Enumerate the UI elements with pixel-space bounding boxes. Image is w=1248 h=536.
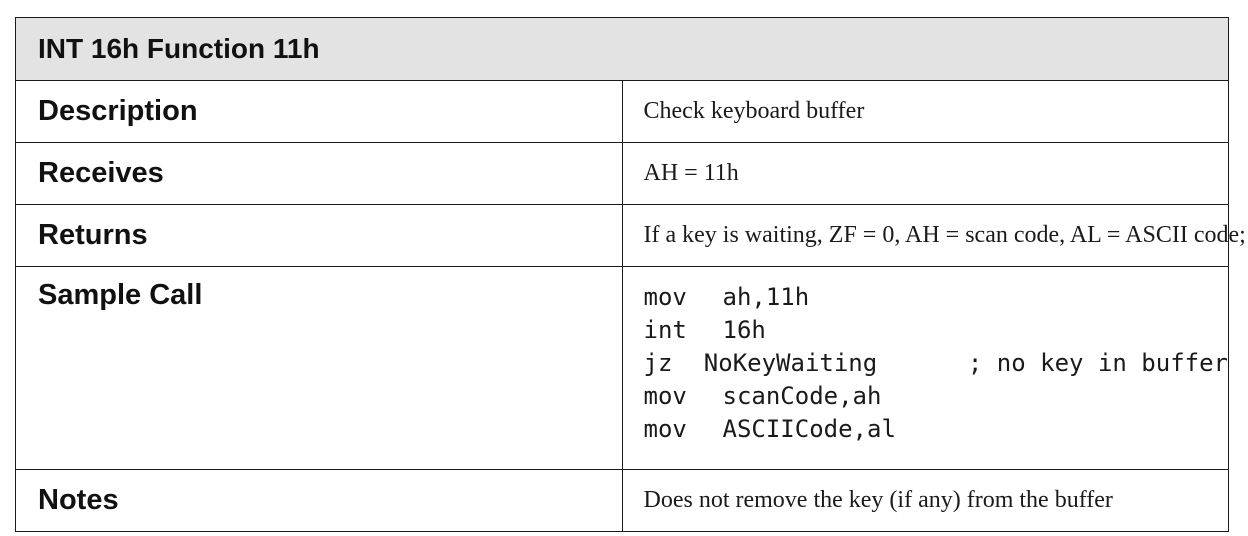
receives-value: AH = 11h xyxy=(621,142,1229,205)
code-line: mov ASCIICode,al xyxy=(644,413,1229,446)
code-opcode: mov xyxy=(643,283,687,311)
notes-label: Notes xyxy=(15,469,623,532)
description-row: Description Check keyboard buffer xyxy=(15,80,1229,143)
code-operands: ASCIICode,al xyxy=(722,415,896,443)
code-line: mov scanCode,ah xyxy=(644,380,1229,413)
returns-value: If a key is waiting, ZF = 0, AH = scan c… xyxy=(621,204,1248,267)
code-operands: ah,11h xyxy=(722,283,810,311)
notes-value: Does not remove the key (if any) from th… xyxy=(621,469,1229,532)
sample-call-code: mov ah,11h int 16h jz NoKeyWaiting ; no … xyxy=(621,266,1229,470)
title-row: INT 16h Function 11h xyxy=(15,17,1229,81)
returns-row: Returns If a key is waiting, ZF = 0, AH … xyxy=(15,204,1248,267)
code-opcode: int xyxy=(643,316,687,344)
sample-call-label: Sample Call xyxy=(15,266,623,470)
code-block: mov ah,11h int 16h jz NoKeyWaiting ; no … xyxy=(644,281,1229,446)
description-label: Description xyxy=(15,80,623,143)
code-line: int 16h xyxy=(644,314,1229,347)
code-opcode: mov xyxy=(643,382,687,410)
code-operands: scanCode,ah xyxy=(722,382,882,410)
receives-row: Receives AH = 11h xyxy=(15,142,1229,205)
description-value: Check keyboard buffer xyxy=(621,80,1229,143)
code-operands: NoKeyWaiting xyxy=(703,349,878,377)
code-operands: 16h xyxy=(722,316,766,344)
returns-label: Returns xyxy=(15,204,623,267)
code-line: mov ah,11h xyxy=(644,281,1229,314)
table-title: INT 16h Function 11h xyxy=(15,17,1229,81)
sample-call-row: Sample Call mov ah,11h int 16h jz NoKeyW… xyxy=(15,266,1229,470)
notes-row: Notes Does not remove the key (if any) f… xyxy=(15,469,1229,532)
code-opcode: mov xyxy=(643,415,687,443)
function-reference-table: INT 16h Function 11h Description Check k… xyxy=(15,17,1248,532)
code-opcode: jz xyxy=(643,349,673,377)
code-line: jz NoKeyWaiting ; no key in buffer xyxy=(644,347,1229,380)
code-comment: ; no key in buffer xyxy=(967,349,1228,377)
receives-label: Receives xyxy=(15,142,623,205)
